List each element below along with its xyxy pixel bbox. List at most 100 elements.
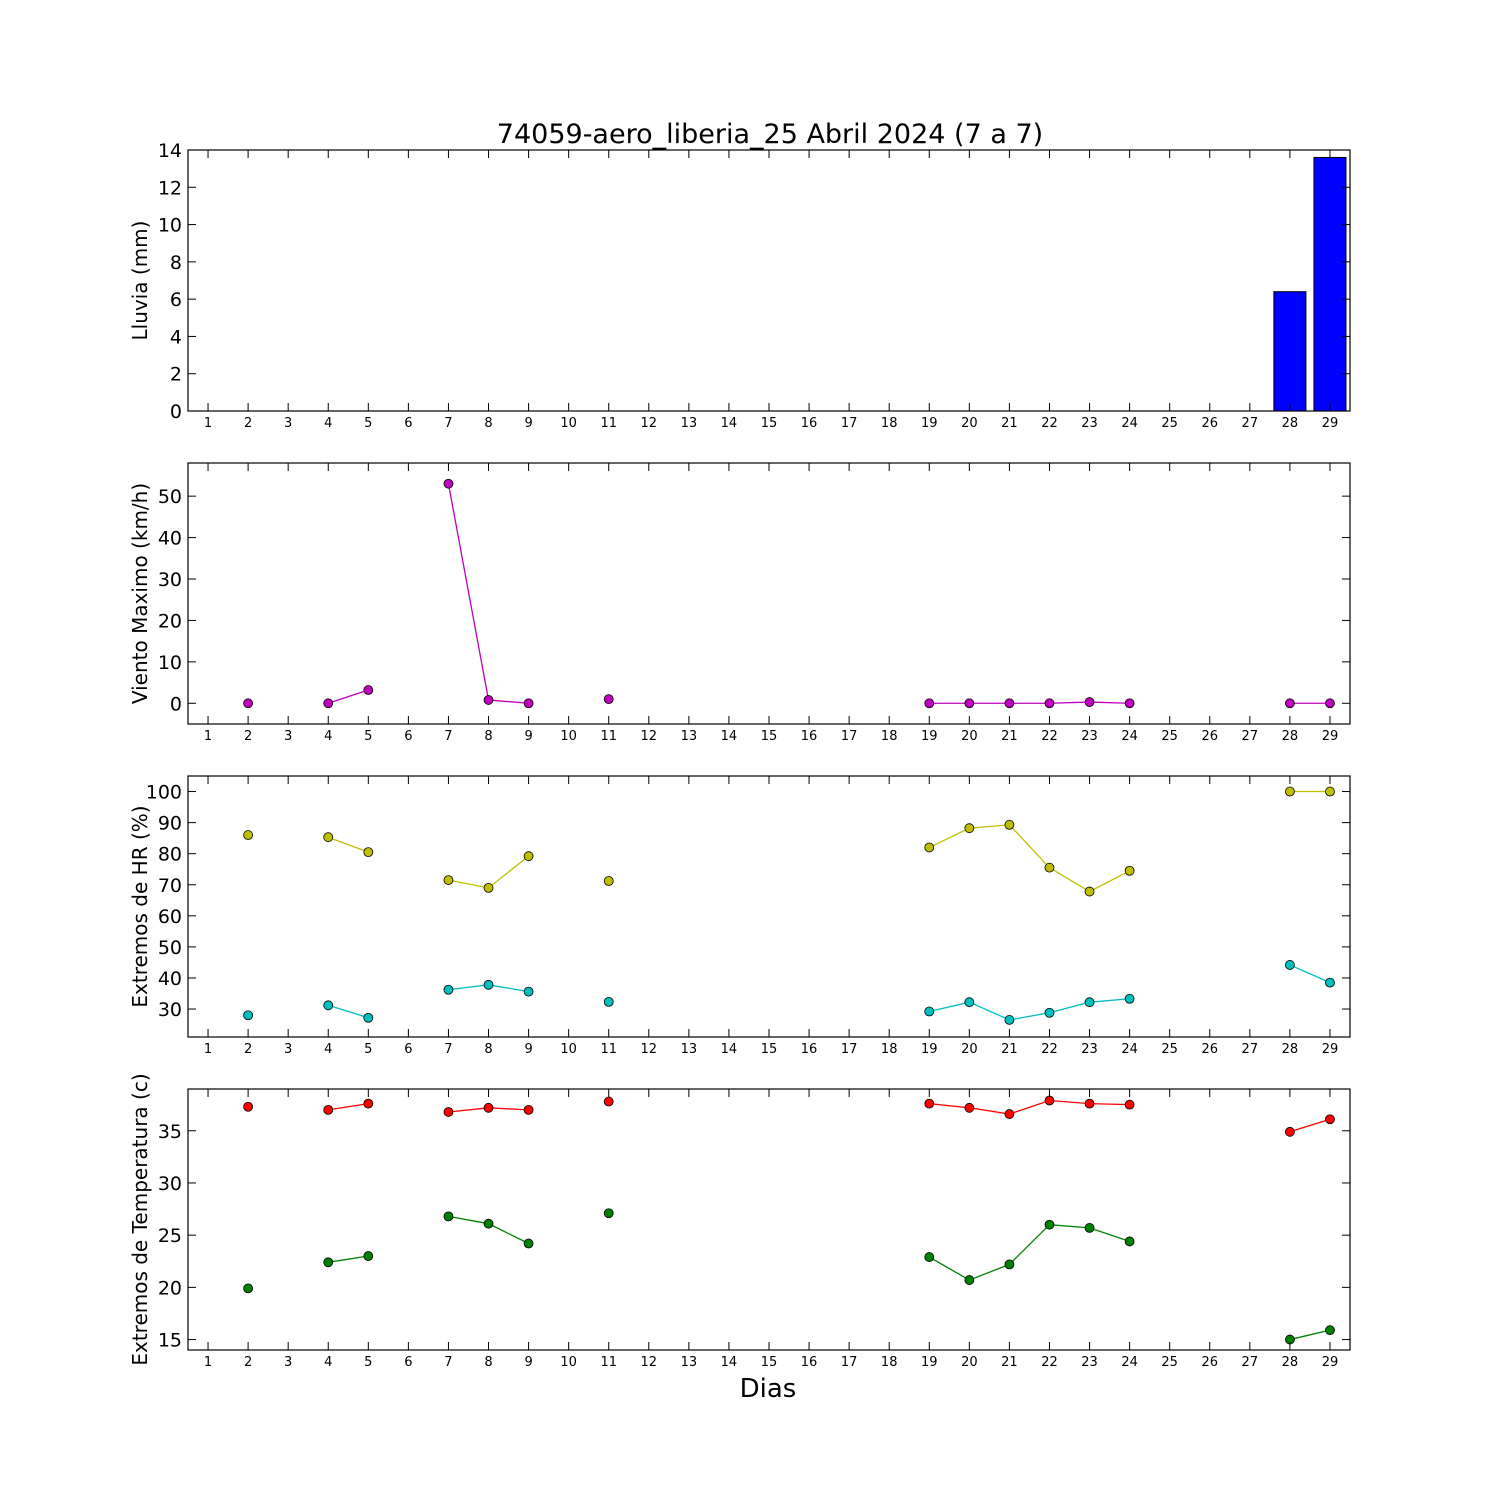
point-series-1-day-19 xyxy=(924,842,935,853)
point-series-2-day-11 xyxy=(603,1208,614,1219)
point-series-1-day-8 xyxy=(483,695,494,705)
point-series-1-day-2 xyxy=(243,1101,254,1112)
point-series-1-day-2 xyxy=(243,698,254,709)
x-tick-label: 5 xyxy=(364,729,372,744)
point-series-2-day-19 xyxy=(924,1006,935,1017)
y-tick-label: 30 xyxy=(158,569,182,591)
point-series-1-day-19 xyxy=(924,698,935,709)
y-tick-label: 8 xyxy=(170,252,182,274)
x-tick-label: 6 xyxy=(404,729,412,744)
y-tick-label: 70 xyxy=(158,875,182,897)
point-series-2-day-7 xyxy=(443,1211,454,1222)
x-tick-label: 27 xyxy=(1242,1042,1259,1057)
point-series-1-day-9 xyxy=(523,1104,534,1115)
x-tick-label: 28 xyxy=(1282,729,1299,744)
x-tick-label: 11 xyxy=(600,416,617,431)
point-series-1-day-2 xyxy=(243,830,254,840)
x-tick-label: 16 xyxy=(801,1355,818,1370)
series-2-line xyxy=(929,998,1130,1021)
point-series-1-day-7 xyxy=(443,875,454,885)
x-tick-label: 29 xyxy=(1322,1042,1339,1057)
x-tick-label: 20 xyxy=(961,416,978,431)
y-tick-label: 14 xyxy=(158,140,182,162)
x-tick-label: 21 xyxy=(1001,416,1018,431)
x-tick-label: 16 xyxy=(801,1042,818,1057)
x-tick-label: 22 xyxy=(1041,416,1058,431)
x-tick-label: 25 xyxy=(1161,729,1178,744)
point-series-1-day-4 xyxy=(323,1104,334,1115)
x-tick-label: 14 xyxy=(721,1355,738,1370)
y-tick-label: 40 xyxy=(158,968,182,990)
x-tick-label: 5 xyxy=(364,1042,372,1057)
x-tick-label: 12 xyxy=(641,729,658,744)
x-tick-label: 10 xyxy=(560,416,577,431)
x-tick-label: 23 xyxy=(1081,1042,1098,1057)
point-series-2-day-23 xyxy=(1084,1222,1095,1233)
point-series-1-day-29 xyxy=(1325,698,1335,709)
point-series-2-day-4 xyxy=(323,1257,334,1268)
y-tick-label: 6 xyxy=(170,289,182,311)
series-2-line xyxy=(1289,1329,1331,1341)
x-tick-label: 4 xyxy=(324,416,332,431)
point-series-2-day-24 xyxy=(1124,1236,1135,1247)
x-tick-label: 16 xyxy=(801,729,818,744)
point-series-1-day-8 xyxy=(483,882,494,893)
point-series-1-day-24 xyxy=(1124,1099,1135,1110)
y-axis-label: Viento Maximo (km/h) xyxy=(128,483,152,704)
point-series-1-day-21 xyxy=(1004,819,1015,830)
x-tick-label: 11 xyxy=(600,729,617,744)
point-series-2-day-29 xyxy=(1325,977,1335,988)
series-2-line xyxy=(928,1224,1130,1281)
x-axis-label: Dias xyxy=(740,1374,797,1404)
x-tick-label: 22 xyxy=(1041,1355,1058,1370)
point-series-2-day-20 xyxy=(964,1275,975,1285)
x-tick-label: 17 xyxy=(841,1042,858,1057)
x-tick-label: 7 xyxy=(444,1042,452,1057)
x-tick-label: 8 xyxy=(484,729,492,744)
point-series-1-day-5 xyxy=(363,847,374,858)
y-tick-label: 35 xyxy=(158,1121,182,1143)
x-tick-label: 6 xyxy=(404,1355,412,1370)
x-tick-label: 2 xyxy=(244,1042,252,1057)
point-series-1-day-8 xyxy=(483,1102,494,1113)
x-tick-label: 7 xyxy=(444,416,452,431)
point-series-2-day-11 xyxy=(603,996,614,1007)
series-2-line xyxy=(328,1255,369,1263)
x-tick-label: 28 xyxy=(1282,416,1299,431)
point-series-2-day-24 xyxy=(1124,993,1135,1004)
point-series-1-day-21 xyxy=(1004,698,1015,709)
series-1-line xyxy=(328,689,369,704)
plot-area xyxy=(188,1089,1350,1350)
x-tick-label: 10 xyxy=(560,1355,577,1370)
point-series-1-day-29 xyxy=(1325,1114,1335,1125)
x-tick-label: 26 xyxy=(1201,1355,1218,1370)
x-tick-label: 21 xyxy=(1001,729,1018,744)
x-tick-label: 24 xyxy=(1121,1355,1138,1370)
x-tick-label: 28 xyxy=(1282,1042,1299,1057)
x-tick-label: 15 xyxy=(761,1355,778,1370)
y-tick-label: 20 xyxy=(158,610,182,632)
x-tick-label: 13 xyxy=(681,1042,698,1057)
x-tick-label: 9 xyxy=(524,729,532,744)
x-tick-label: 12 xyxy=(641,1355,658,1370)
x-tick-label: 6 xyxy=(404,416,412,431)
x-tick-label: 1 xyxy=(204,1042,212,1057)
x-tick-label: 15 xyxy=(761,729,778,744)
point-series-1-day-23 xyxy=(1084,1098,1095,1109)
x-tick-label: 25 xyxy=(1161,416,1178,431)
x-tick-label: 25 xyxy=(1161,1042,1178,1057)
series-1-line xyxy=(328,836,369,853)
x-tick-label: 25 xyxy=(1161,1355,1178,1370)
point-series-2-day-28 xyxy=(1284,960,1295,970)
x-tick-label: 13 xyxy=(681,1355,698,1370)
x-tick-label: 17 xyxy=(841,729,858,744)
point-series-2-day-5 xyxy=(363,1012,374,1023)
x-tick-label: 12 xyxy=(641,1042,658,1057)
point-series-2-day-8 xyxy=(483,979,494,990)
x-tick-label: 3 xyxy=(284,1042,292,1057)
y-axis-label: Lluvia (mm) xyxy=(128,221,152,341)
point-series-2-day-2 xyxy=(243,1010,254,1021)
